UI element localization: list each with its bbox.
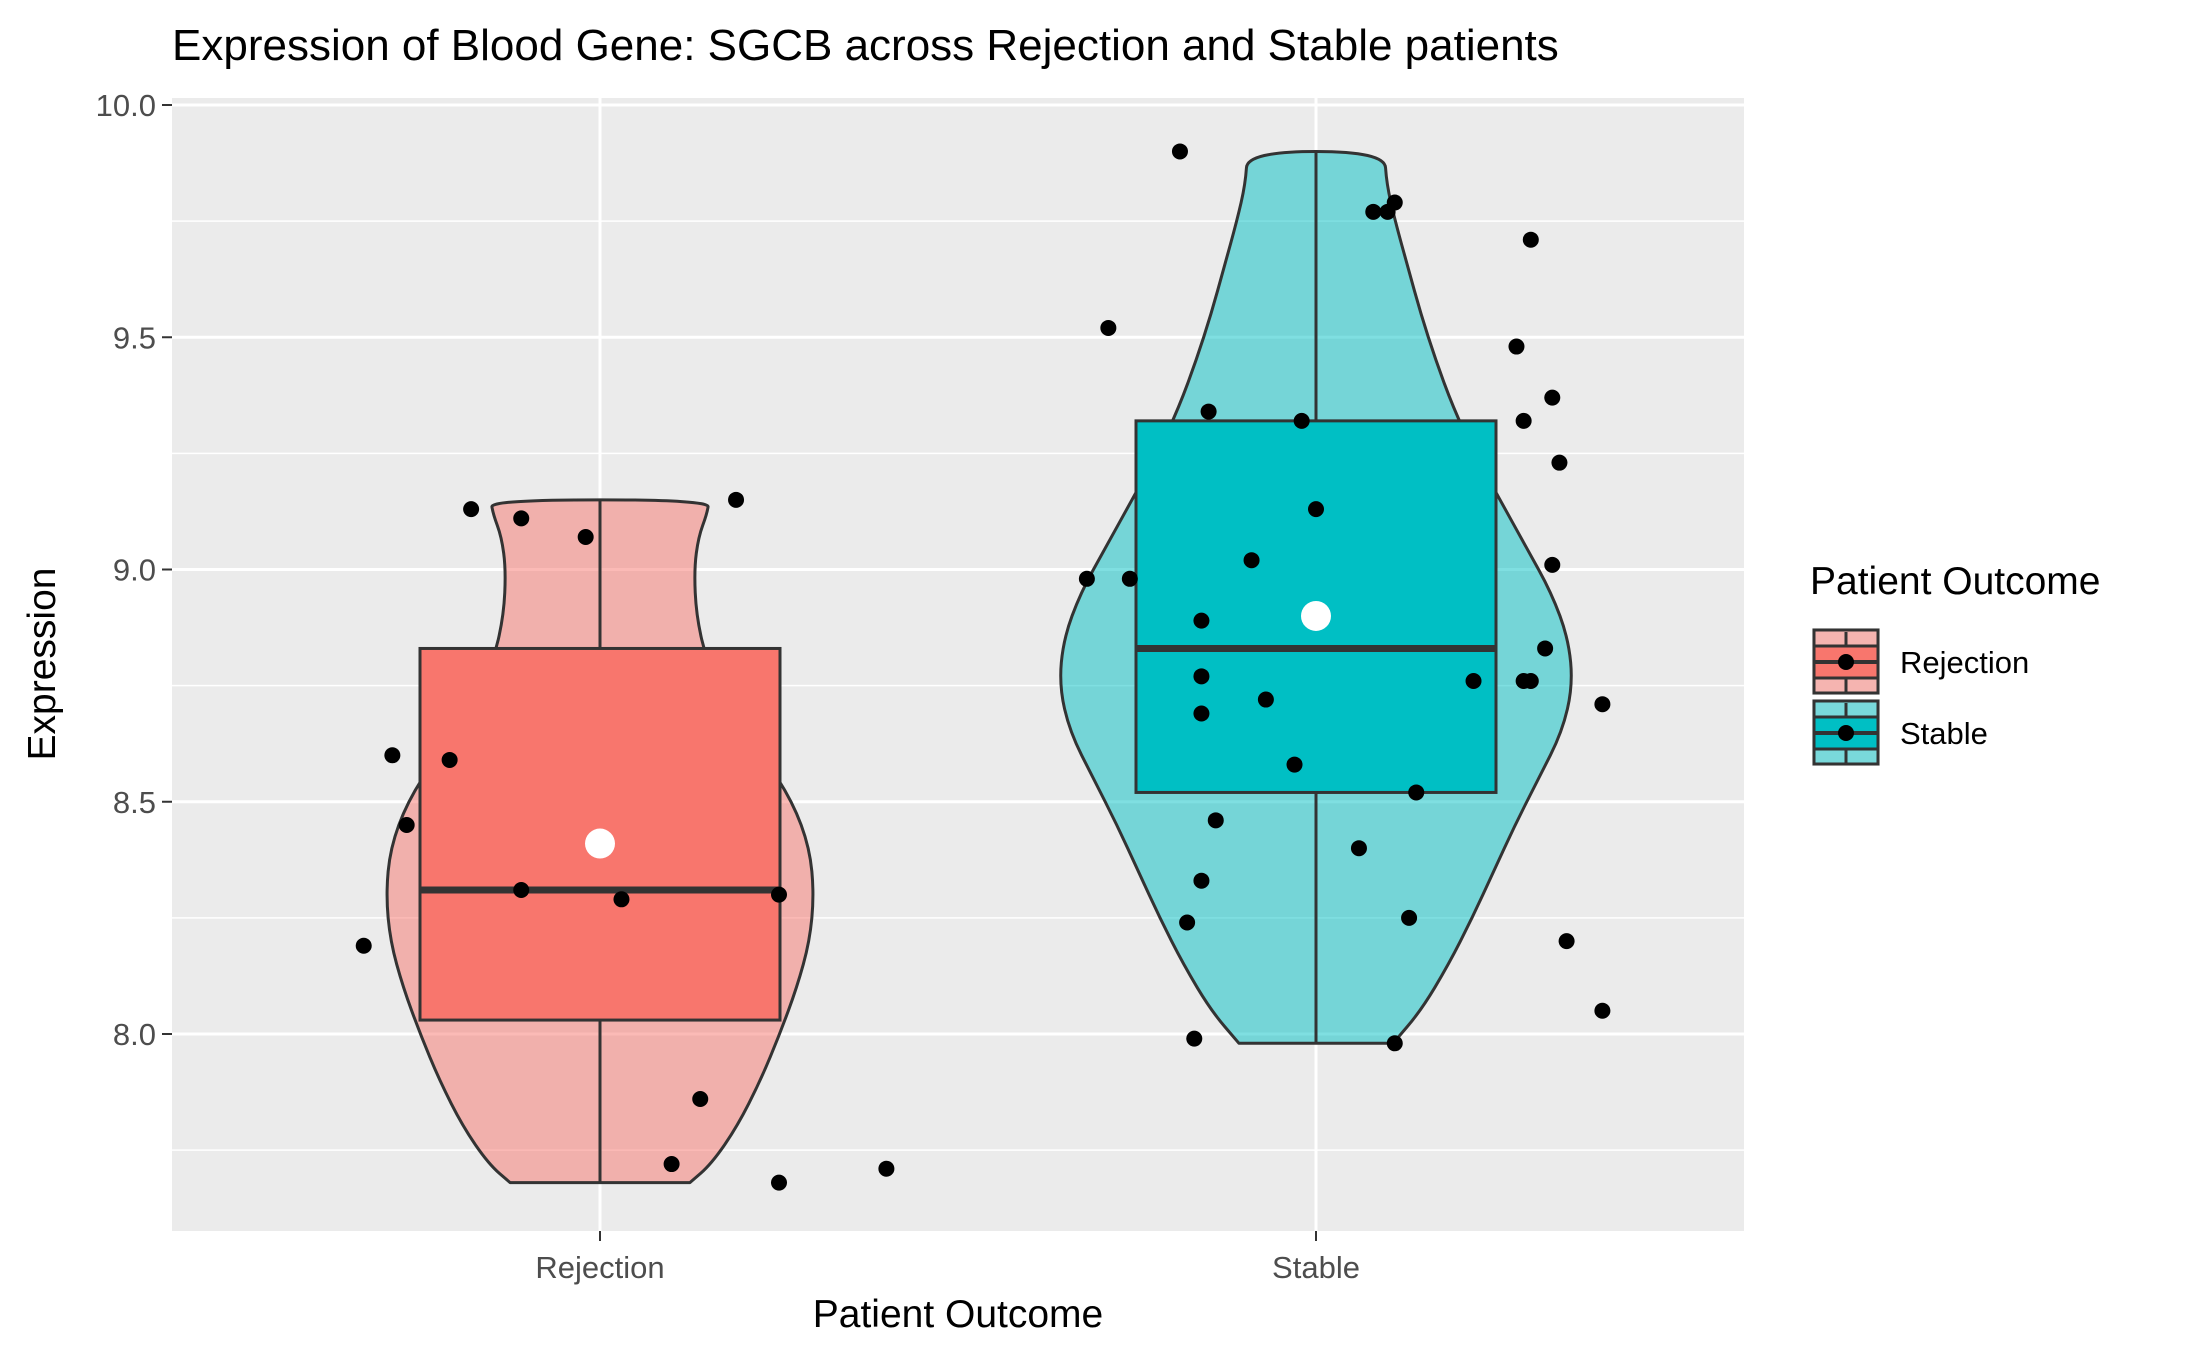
data-point: [1544, 389, 1561, 406]
data-point: [1179, 914, 1196, 931]
data-point: [1078, 570, 1095, 587]
data-point: [513, 882, 530, 899]
data-point: [1408, 784, 1425, 801]
data-point: [613, 891, 630, 908]
data-point: [1193, 668, 1210, 685]
legend-label: Rejection: [1900, 645, 2029, 680]
data-point: [1508, 338, 1525, 355]
data-point: [1551, 454, 1568, 471]
data-point: [728, 491, 745, 508]
data-point: [1386, 194, 1403, 211]
data-point: [463, 501, 480, 518]
data-point: [1243, 552, 1260, 569]
legend-key-stable: Stable: [1812, 699, 1988, 766]
mean-markers: [585, 600, 1331, 859]
data-point: [1544, 556, 1561, 573]
data-point: [1537, 640, 1554, 657]
data-point: [1594, 696, 1611, 713]
legend: Patient Outcome Rejection Stable: [1810, 560, 2100, 766]
data-point: [1401, 909, 1418, 926]
y-tick-label: 9.0: [113, 553, 156, 588]
data-point: [1207, 812, 1224, 829]
data-point: [1193, 612, 1210, 629]
data-point: [1515, 412, 1532, 429]
legend-key-rejection: Rejection: [1812, 628, 2029, 695]
data-point: [1121, 570, 1138, 587]
data-point: [1308, 501, 1324, 518]
x-axis-title: Patient Outcome: [813, 1293, 1103, 1336]
data-point: [1293, 412, 1310, 429]
legend-point: [1838, 725, 1854, 741]
data-point: [384, 747, 401, 764]
y-tick-label: 10.0: [96, 88, 156, 123]
data-point: [771, 1174, 787, 1191]
legend-keys: Rejection Stable: [1812, 628, 2029, 766]
mean-point: [585, 828, 615, 859]
data-point: [771, 886, 787, 903]
data-point: [513, 510, 530, 527]
data-point: [1594, 1002, 1611, 1019]
data-point: [1365, 203, 1382, 220]
y-tick-label: 8.5: [113, 785, 156, 820]
x-tick-label: Stable: [1272, 1250, 1360, 1285]
data-point: [441, 751, 458, 768]
data-point: [1257, 691, 1274, 708]
data-point: [398, 816, 415, 833]
chart-title: Expression of Blood Gene: SGCB across Re…: [172, 21, 1559, 70]
data-point: [1465, 672, 1482, 689]
data-points: [355, 143, 1611, 1191]
data-point: [878, 1160, 895, 1177]
data-point: [355, 937, 372, 954]
y-axis-title: Expression: [21, 568, 64, 761]
data-point: [1186, 1030, 1203, 1047]
data-point: [1386, 1035, 1403, 1052]
legend-label: Stable: [1900, 716, 1988, 751]
legend-title: Patient Outcome: [1810, 560, 2100, 603]
data-point: [1193, 705, 1210, 722]
data-point: [1200, 403, 1217, 420]
x-tick-label: Rejection: [535, 1250, 664, 1285]
data-point: [1522, 672, 1539, 689]
mean-point: [1301, 600, 1331, 631]
legend-point: [1838, 654, 1854, 670]
data-point: [1350, 840, 1367, 857]
data-point: [1522, 231, 1539, 248]
data-point: [663, 1156, 680, 1173]
y-tick-label: 8.0: [113, 1017, 156, 1052]
data-point: [1286, 756, 1303, 773]
data-point: [577, 528, 594, 545]
data-point: [1193, 872, 1210, 889]
data-point: [1100, 319, 1117, 336]
data-point: [1171, 143, 1188, 160]
data-point: [692, 1091, 709, 1108]
data-point: [1558, 933, 1575, 950]
y-tick-label: 9.5: [113, 320, 156, 355]
axes: 8.0 8.5 9.0 9.5 10.0 Rejection Stable: [96, 88, 1360, 1285]
